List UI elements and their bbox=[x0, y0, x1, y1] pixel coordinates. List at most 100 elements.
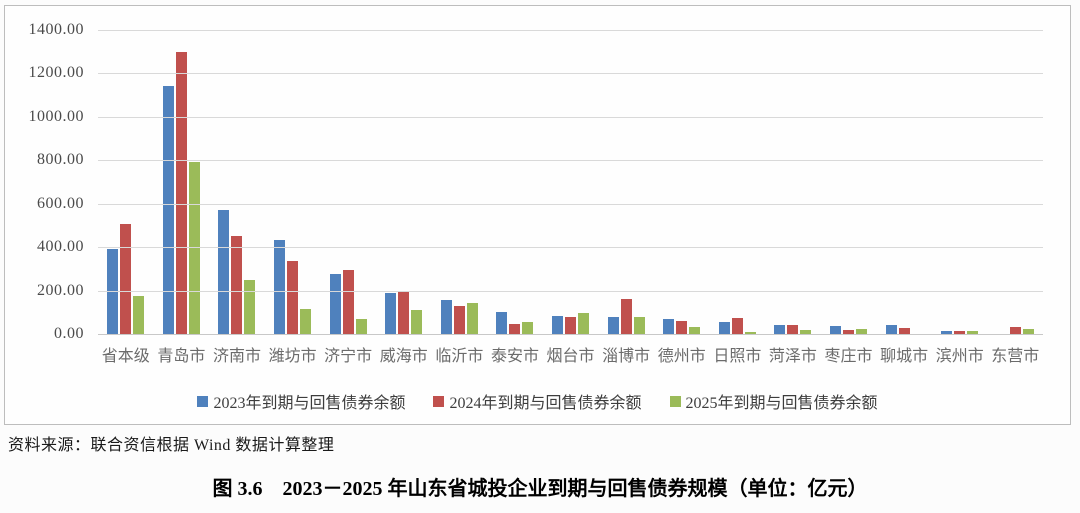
bar bbox=[620, 299, 632, 334]
bar bbox=[954, 330, 966, 334]
y-tick-label: 800.00 bbox=[37, 151, 84, 169]
x-tick-label: 泰安市 bbox=[490, 348, 539, 365]
x-tick-label: 德州市 bbox=[657, 348, 706, 365]
x-tick-label: 潍坊市 bbox=[268, 348, 317, 365]
gridline bbox=[98, 247, 1043, 249]
bar bbox=[162, 86, 174, 334]
source-note: 资料来源：联合资信根据 Wind 数据计算整理 bbox=[8, 437, 335, 454]
figure-caption: 图 3.6 2023－2025 年山东省城投企业到期与回售债券规模（单位：亿元） bbox=[212, 478, 868, 500]
x-tick-label: 济南市 bbox=[212, 348, 261, 365]
bar bbox=[787, 324, 799, 334]
bar-group bbox=[209, 30, 265, 334]
gridline bbox=[98, 160, 1043, 162]
y-tick-label: 1400.00 bbox=[28, 21, 84, 38]
bar-group bbox=[487, 30, 543, 334]
bar bbox=[300, 309, 312, 334]
bar-group bbox=[765, 30, 821, 334]
bar bbox=[898, 328, 910, 334]
bar-group bbox=[988, 30, 1044, 334]
legend-label: 2024年到期与回售债券余额 bbox=[449, 395, 642, 412]
bar bbox=[800, 329, 812, 334]
bar-chart: 1400.00 1200.00 1000.00 800.00 600.00 400.00 2… bbox=[4, 5, 1071, 425]
bar bbox=[774, 325, 786, 334]
bar bbox=[244, 280, 256, 334]
legend-label: 2025年到期与回售债券余额 bbox=[685, 395, 878, 412]
chart-legend: 2023年到期与回售债券余额 2024年到期与回售债券余额 2025年到期与回售债券… bbox=[5, 389, 1070, 413]
gridline bbox=[98, 290, 1043, 292]
y-tick-label: 0.00 bbox=[54, 325, 84, 342]
bar bbox=[231, 236, 243, 334]
legend-swatch-icon bbox=[433, 395, 445, 407]
bar bbox=[676, 320, 688, 334]
bar bbox=[1009, 326, 1021, 334]
bar bbox=[398, 290, 410, 334]
bar bbox=[133, 295, 145, 334]
bar bbox=[453, 305, 465, 334]
x-tick-label: 济宁市 bbox=[324, 348, 373, 365]
bar bbox=[885, 325, 897, 334]
x-axis-line bbox=[98, 334, 1043, 335]
bar bbox=[578, 313, 590, 334]
y-tick-label: 1000.00 bbox=[28, 107, 84, 125]
y-tick-label: 600.00 bbox=[37, 194, 84, 212]
y-tick-label: 200.00 bbox=[37, 281, 84, 299]
bar-group bbox=[320, 30, 376, 334]
bar bbox=[218, 210, 230, 334]
bar bbox=[274, 239, 286, 334]
x-tick-label: 枣庄市 bbox=[824, 348, 873, 365]
bar bbox=[552, 315, 564, 334]
x-tick-label: 淄博市 bbox=[602, 348, 651, 365]
bar bbox=[496, 311, 508, 334]
y-tick-label: 400.00 bbox=[37, 238, 84, 256]
bars-row bbox=[98, 30, 1043, 334]
x-tick-label: 菏泽市 bbox=[768, 348, 817, 365]
bar-group bbox=[265, 30, 321, 334]
x-tick-label: 青岛市 bbox=[157, 348, 206, 365]
bar bbox=[120, 224, 132, 334]
gridline bbox=[98, 203, 1043, 205]
y-axis-labels: 1400.00 1200.00 1000.00 800.00 600.00 400.00 2… bbox=[5, 6, 84, 424]
bar bbox=[744, 332, 756, 334]
bar bbox=[633, 316, 645, 334]
bar-group bbox=[654, 30, 710, 334]
y-tick-label: 1200.00 bbox=[28, 64, 84, 82]
bar bbox=[355, 319, 367, 334]
gridline bbox=[98, 73, 1043, 75]
legend-swatch-icon bbox=[197, 395, 209, 407]
bar bbox=[731, 318, 743, 334]
gridline bbox=[98, 30, 1043, 31]
bar bbox=[466, 303, 478, 334]
bar bbox=[565, 317, 577, 334]
bar bbox=[607, 316, 619, 334]
x-tick-label: 滨州市 bbox=[935, 348, 984, 365]
legend-item: 2025年到期与回售债券余额 bbox=[669, 389, 878, 413]
bar bbox=[522, 321, 534, 334]
bar bbox=[329, 273, 341, 334]
bar bbox=[411, 310, 423, 334]
bar bbox=[440, 300, 452, 334]
bar bbox=[663, 319, 675, 334]
legend-item: 2023年到期与回售债券余额 bbox=[197, 389, 405, 413]
bar-group bbox=[376, 30, 432, 334]
bar bbox=[843, 329, 855, 334]
legend-swatch-icon bbox=[669, 395, 681, 407]
x-tick-label: 省本级 bbox=[101, 348, 150, 365]
bar bbox=[175, 51, 187, 334]
bar-group bbox=[710, 30, 766, 334]
bar bbox=[385, 292, 397, 334]
bar bbox=[107, 249, 119, 334]
x-tick-label: 烟台市 bbox=[546, 348, 595, 365]
bar bbox=[941, 331, 953, 334]
legend-item: 2024年到期与回售债券余额 bbox=[433, 389, 642, 413]
bar bbox=[1022, 329, 1034, 334]
bar bbox=[689, 326, 701, 334]
bar bbox=[718, 322, 730, 334]
x-tick-label: 东营市 bbox=[991, 348, 1040, 365]
x-axis-labels: 省本级 青岛市 济南市 潍坊市 济宁市 威海市 临沂市 泰安市 烟台市 淄博市 德州市 日照市 菏泽市枣… bbox=[98, 342, 1043, 366]
bar-group bbox=[932, 30, 988, 334]
bar-group bbox=[543, 30, 599, 334]
legend-label: 2023年到期与回售债券余额 bbox=[213, 395, 406, 412]
bar bbox=[287, 261, 299, 334]
x-tick-label: 日照市 bbox=[713, 348, 762, 365]
